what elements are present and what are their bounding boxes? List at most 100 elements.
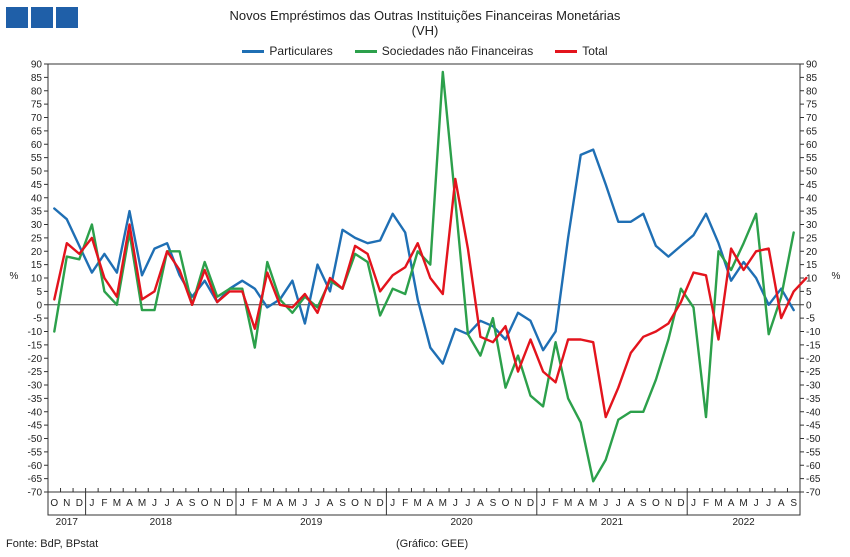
x-tick-label-month: S [640,498,647,509]
x-tick-label-month: A [778,498,785,509]
x-tick-label-month: A [176,498,183,509]
x-tick-label-month: O [652,498,660,509]
y-tick-label-right: -60 [806,461,821,472]
x-tick-label-month: A [427,498,434,509]
chart-subtitle: (VH) [411,23,439,38]
y-tick-label-right: 45 [806,180,818,191]
y-tick-label-left: 85 [31,73,43,84]
y-tick-label-left: 80 [31,86,43,97]
y-tick-label-right: 60 [806,140,818,151]
x-tick-label-month: M [439,498,447,509]
y-tick-label-left: -35 [28,394,43,405]
y-tick-label-right: -40 [806,407,821,418]
x-tick-label-month: O [502,498,510,509]
plot-frame [47,63,801,516]
x-tick-label-month: A [728,498,735,509]
legend-label-particulares: Particulares [269,44,333,58]
y-tick-label-left: 5 [36,287,42,298]
x-tick-label-month: J [315,498,320,509]
y-tick-label-right: 75 [806,100,818,111]
graphic-credit: (Gráfico: GEE) [396,538,469,550]
y-tick-label-left: 60 [31,140,43,151]
y-tick-label-right: -35 [806,394,821,405]
x-tick-label-month: D [226,498,233,509]
x-tick-label-month: M [739,498,747,509]
x-tick-label-month: F [101,498,107,509]
y-tick-label-left: 0 [36,300,42,311]
y-tick-label-right: -70 [806,488,821,499]
x-year-label: 2019 [300,517,323,528]
x-tick-label-month: D [677,498,684,509]
y-tick-label-right: -45 [806,421,821,432]
y-tick-label-left: -50 [28,434,43,445]
source-note: Fonte: BdP, BPstat [6,538,99,550]
x-tick-label-month: O [201,498,209,509]
x-tick-label-month: J [152,498,157,509]
x-tick-label-month: A [327,498,334,509]
series-line-sociedades-nao-financeiras [53,70,795,483]
chart-title: Novos Empréstimos das Outras Instituiçõe… [229,8,621,23]
x-tick-label-month: J [603,498,608,509]
x-tick-label-month: F [402,498,408,509]
x-tick-label-month: J [302,498,307,509]
x-tick-label-month: D [76,498,83,509]
x-tick-label-month: M [414,498,422,509]
y-tick-label-left: 90 [31,60,43,71]
logo [6,7,78,28]
x-tick-label-month: A [126,498,133,509]
y-tick-label-left: -70 [28,488,43,499]
y-tick-label-right: -30 [806,381,821,392]
legend-item-total: Total [555,44,608,58]
y-tick-label-left: -40 [28,407,43,418]
x-tick-label-month: A [277,498,284,509]
y-tick-label-left: -10 [28,327,43,338]
legend-label-total: Total [582,44,608,58]
y-tick-label-right: 30 [806,220,818,231]
y-tick-label-left: 25 [31,233,43,244]
y-tick-label-right: 50 [806,167,818,178]
x-tick-label-month: S [490,498,497,509]
x-year-label: 2022 [732,517,755,528]
y-tick-label-right: 10 [806,274,818,285]
x-tick-label-month: N [214,498,221,509]
x-tick-label-month: M [263,498,271,509]
y-tick-label-left: -65 [28,474,43,485]
legend-label-snf: Sociedades não Financeiras [381,44,534,58]
y-tick-label-right: -5 [806,314,815,325]
y-tick-label-left: -55 [28,447,43,458]
y-tick-label-left: 20 [31,247,43,258]
x-year-label: 2017 [56,517,79,528]
y-tick-label-right: 90 [806,60,818,71]
y-tick-label-right: 70 [806,113,818,124]
legend-swatch-total [555,49,578,53]
x-tick-label-month: M [589,498,597,509]
x-tick-label-month: N [665,498,672,509]
x-tick-label-month: N [63,498,70,509]
x-tick-label-month: M [714,498,722,509]
y-tick-label-left: -60 [28,461,43,472]
x-tick-label-month: J [89,498,94,509]
x-tick-label-month: M [113,498,121,509]
logo-square-icon [56,7,78,28]
y-tick-label-right: -15 [806,340,821,351]
y-tick-label-right: 85 [806,73,818,84]
y-tick-label-left: -30 [28,381,43,392]
x-tick-label-month: A [477,498,484,509]
y-tick-label-left: 35 [31,207,43,218]
y-tick-label-right: -25 [806,367,821,378]
y-tick-label-left: -20 [28,354,43,365]
y-tick-label-left: 10 [31,274,43,285]
series-line-particulares [53,148,795,365]
logo-square-icon [31,7,53,28]
x-tick-label-month: F [703,498,709,509]
y-axis-label-left: % [10,271,19,282]
x-tick-label-month: J [453,498,458,509]
x-tick-label-month: J [390,498,395,509]
y-tick-label-right: -55 [806,447,821,458]
x-year-label: 2020 [450,517,473,528]
y-tick-label-left: 30 [31,220,43,231]
y-tick-label-left: 75 [31,100,43,111]
x-tick-label-month: F [553,498,559,509]
y-tick-label-right: 80 [806,86,818,97]
